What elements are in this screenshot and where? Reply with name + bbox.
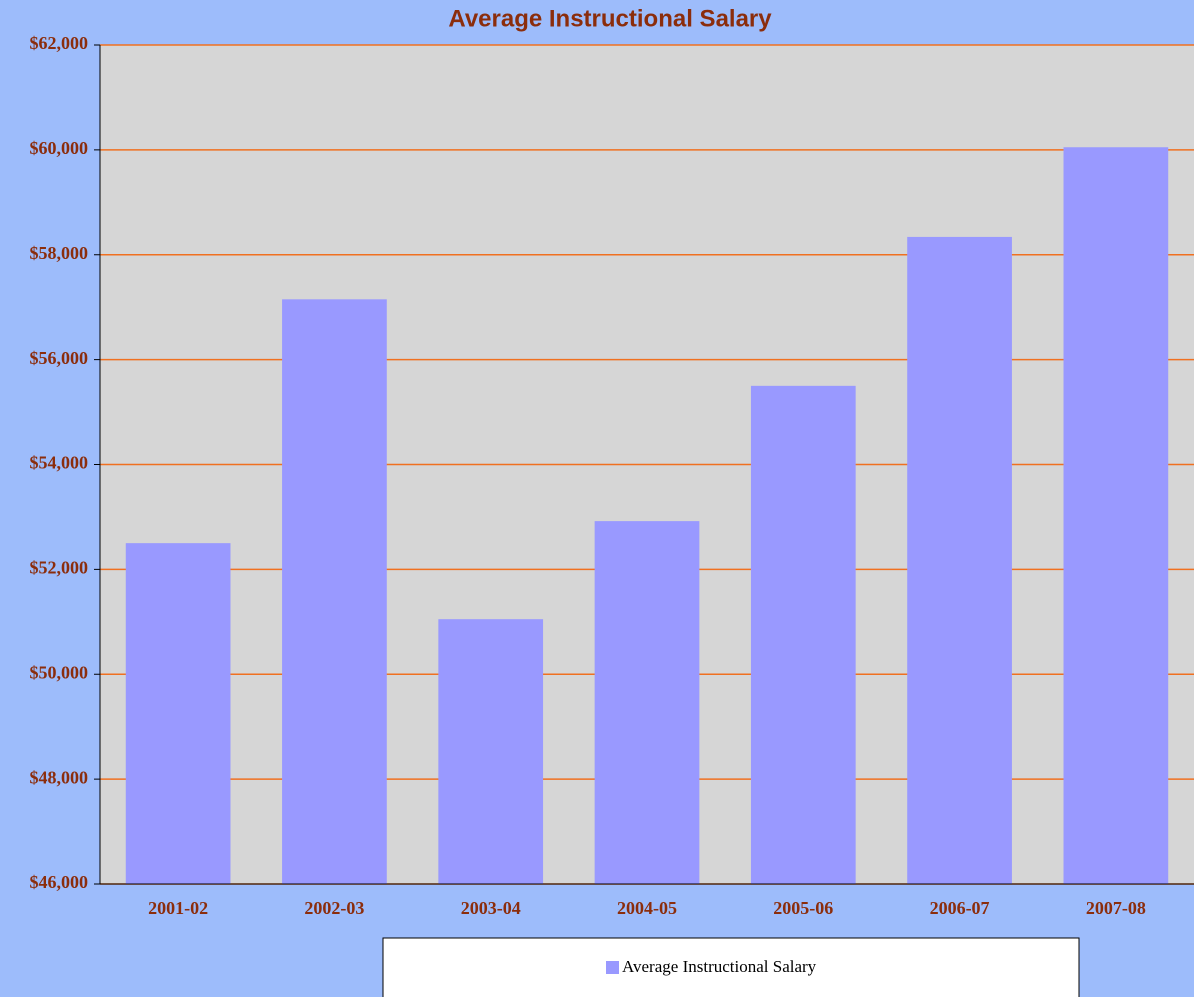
legend-swatch [606, 961, 619, 974]
y-tick-label: $46,000 [30, 872, 89, 892]
x-tick-label: 2004-05 [617, 898, 677, 918]
bar [907, 236, 1012, 884]
chart-title: Average Instructional Salary [448, 5, 772, 32]
bar [438, 619, 544, 884]
y-tick-label: $52,000 [30, 558, 89, 578]
x-tick-label: 2006-07 [930, 898, 990, 918]
bar [1063, 147, 1169, 885]
y-tick-label: $50,000 [30, 662, 89, 682]
legend-box [382, 937, 1080, 997]
y-tick-label: $60,000 [30, 138, 89, 158]
bar [125, 543, 231, 884]
x-tick-label: 2003-04 [461, 898, 521, 918]
x-tick-label: 2007-08 [1086, 898, 1146, 918]
y-tick-label: $48,000 [30, 767, 89, 787]
bar [594, 521, 700, 884]
bar [282, 299, 387, 884]
bar [750, 385, 856, 884]
x-tick-label: 2005-06 [773, 898, 833, 918]
y-tick-label: $54,000 [30, 453, 89, 473]
x-tick-label: 2002-03 [304, 898, 364, 918]
y-tick-label: $58,000 [30, 243, 89, 263]
y-tick-label: $62,000 [30, 33, 89, 53]
x-tick-label: 2001-02 [148, 898, 208, 918]
legend-label: Average Instructional Salary [622, 957, 817, 976]
y-tick-label: $56,000 [30, 348, 89, 368]
